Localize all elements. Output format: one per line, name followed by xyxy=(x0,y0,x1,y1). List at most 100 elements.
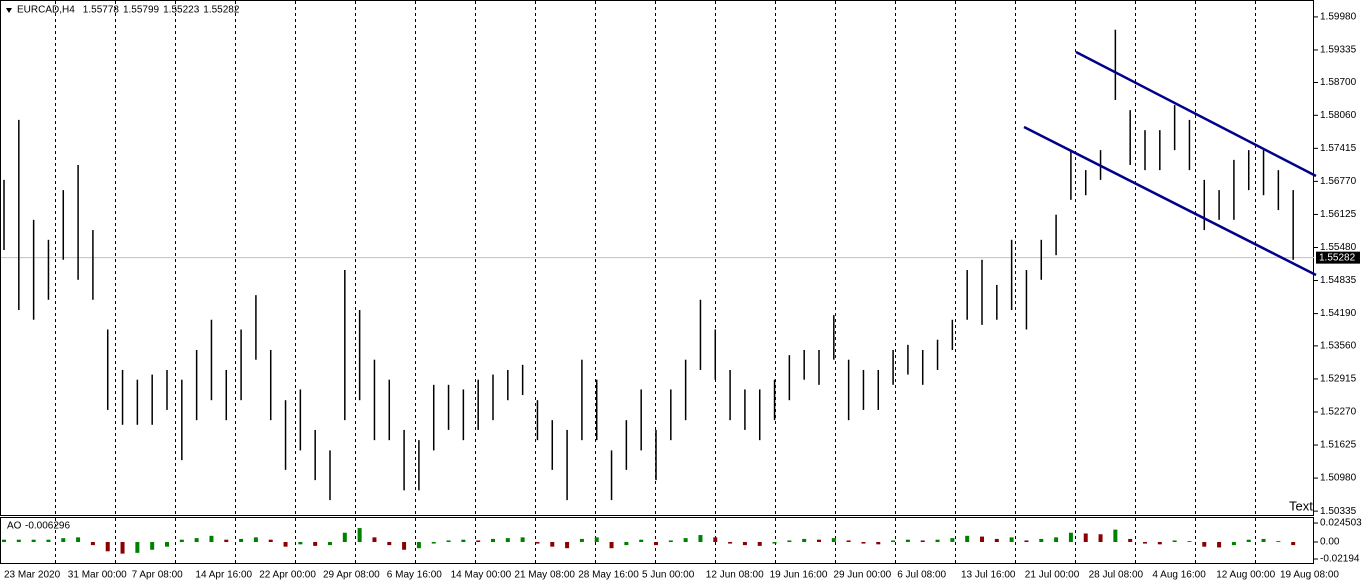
indicator-bar xyxy=(683,538,688,543)
indicator-bar xyxy=(446,540,451,543)
indicator-bar xyxy=(105,542,110,552)
x-tick-label: 21 May 08:00 xyxy=(514,570,575,581)
indicator-bar xyxy=(298,542,303,545)
indicator-bar xyxy=(817,539,821,543)
y-tick-label: 1.52270 xyxy=(1320,407,1357,418)
y-tick-label: 1.50980 xyxy=(1320,473,1357,484)
x-tick-label: 14 Apr 16:00 xyxy=(195,570,252,581)
indicator-bar xyxy=(402,542,407,550)
x-tick-label: 12 Jun 08:00 xyxy=(706,570,764,581)
indicator-bar xyxy=(387,542,392,546)
channel-upper xyxy=(1075,50,1317,178)
y-tick-label: 1.58060 xyxy=(1320,110,1357,121)
indicator-bar xyxy=(476,540,481,543)
menu-arrow[interactable] xyxy=(6,8,12,13)
x-tick-label: 29 Jun 00:00 xyxy=(833,570,891,581)
indicator-bar xyxy=(639,539,644,543)
indicator-bar xyxy=(713,537,718,543)
indicator-bar xyxy=(1217,542,1222,548)
indicator-bar xyxy=(1054,537,1059,543)
x-tick-label: 29 Apr 08:00 xyxy=(323,570,380,581)
indicator-bar xyxy=(1172,540,1177,543)
indicator-bar xyxy=(135,542,140,553)
indicator-bar xyxy=(579,538,584,543)
ohlc-value: 1.55223 xyxy=(163,5,200,16)
indicator-bar xyxy=(1187,541,1192,543)
indicator-bar xyxy=(550,542,555,547)
indicator-bar xyxy=(1098,534,1103,543)
indicator-bar xyxy=(757,542,762,546)
y-tick-label: 1.51625 xyxy=(1320,440,1357,451)
indicator-bar xyxy=(416,542,421,549)
indicator-bar xyxy=(505,538,510,543)
indicator-bar xyxy=(461,539,466,543)
indicator-bar xyxy=(239,538,244,543)
indicator-bar xyxy=(283,542,288,547)
indicator-bar xyxy=(31,539,36,543)
indicator-bar xyxy=(328,542,332,546)
indicator-bar xyxy=(431,542,436,544)
indicator-bar xyxy=(61,538,66,543)
y-tick-label: 1.58700 xyxy=(1320,77,1357,88)
x-tick-label: 14 May 00:00 xyxy=(451,570,512,581)
indicator-bar xyxy=(787,540,792,543)
ohlc-value: 1.55778 xyxy=(83,5,120,16)
indicator-bar xyxy=(194,538,199,543)
x-tick-label: 19 Aug 08:00 xyxy=(1280,570,1339,581)
x-tick-label: 28 Jul 08:00 xyxy=(1089,570,1144,581)
indicator-bar xyxy=(224,539,229,543)
indicator-bar xyxy=(668,540,673,543)
indicator-bar xyxy=(624,542,629,546)
x-tick-label: 5 Jun 00:00 xyxy=(642,570,695,581)
indicator-bar xyxy=(1128,538,1133,543)
x-tick-label: 22 Apr 00:00 xyxy=(259,570,316,581)
indicator-bar xyxy=(253,537,258,543)
x-tick-label: 28 May 16:00 xyxy=(578,570,639,581)
indicator-bar xyxy=(728,542,733,544)
indicator-bar xyxy=(772,542,777,544)
y-tick-label: -0.02194 xyxy=(1320,554,1360,565)
indicator-bar xyxy=(520,537,525,543)
channel-lower xyxy=(1023,125,1317,277)
indicator-bar xyxy=(372,537,377,543)
indicator-bar xyxy=(209,535,214,543)
x-tick-label: 7 Apr 08:00 xyxy=(132,570,184,581)
indicator-bar xyxy=(1246,539,1251,543)
y-tick-label: 1.57415 xyxy=(1320,143,1357,154)
y-tick-label: 1.50335 xyxy=(1320,506,1357,517)
current-price-box xyxy=(1316,251,1360,264)
time-grid xyxy=(55,1,1256,563)
indicator-bar xyxy=(831,538,836,543)
text-object[interactable]: Text xyxy=(1289,498,1313,513)
y-tick-label: 1.52915 xyxy=(1320,374,1357,385)
indicator-bar xyxy=(1039,538,1044,543)
x-tick-label: 23 Mar 2020 xyxy=(4,570,61,581)
indicator-bar xyxy=(565,542,570,549)
x-tick-label: 21 Jul 00:00 xyxy=(1025,570,1080,581)
symbol: EURCAD,H4 xyxy=(17,5,75,16)
indicator-bar xyxy=(1157,542,1162,545)
indicator-bar xyxy=(609,542,614,549)
indicator-bar xyxy=(535,542,540,544)
indicator-bar xyxy=(950,538,955,543)
y-tick-label: 1.54835 xyxy=(1320,275,1357,286)
indicator-bar xyxy=(16,539,21,543)
indicator-bar xyxy=(594,537,599,543)
indicator-bar xyxy=(1113,529,1118,543)
indicator-bar xyxy=(491,538,495,543)
indicator-bar xyxy=(1202,542,1207,547)
indicator-bar xyxy=(861,542,866,544)
indicator-bar xyxy=(1083,533,1088,543)
indicator-bar xyxy=(935,539,940,543)
indicator-bar xyxy=(1231,542,1236,546)
plot xyxy=(1,29,1314,554)
indicator-bar xyxy=(891,540,896,543)
y-tick-label: 1.54190 xyxy=(1320,308,1357,319)
y-tick-label: 1.53560 xyxy=(1320,341,1357,352)
y-tick-label: 1.59335 xyxy=(1320,45,1357,56)
indicator-bar xyxy=(2,539,6,543)
indicator-bar xyxy=(342,532,347,543)
indicator-bar xyxy=(1024,540,1029,543)
indicator-bar xyxy=(994,538,999,543)
ohlc-value: 1.55282 xyxy=(203,5,240,16)
